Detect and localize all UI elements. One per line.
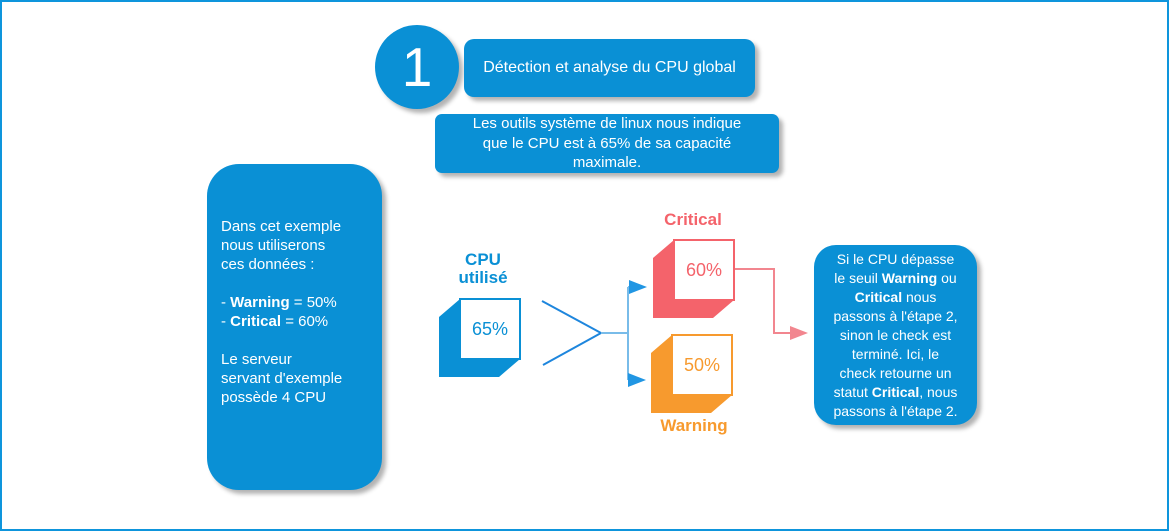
conclusion-line: sinon le check est — [839, 327, 952, 343]
warning-label: Warning — [660, 416, 728, 435]
arrow-critical-to-conclusion — [734, 268, 808, 340]
critical-threshold-shape: 60% — [653, 239, 735, 318]
critical-threshold-value: 60% — [686, 260, 722, 280]
example-intro: Dans cet exemple nous utiliserons ces do… — [221, 218, 342, 273]
cpu-usage-value: 65% — [472, 319, 508, 339]
cpu-usage-shape: 65% — [439, 298, 521, 377]
conclusion-line: check retourne un — [839, 365, 952, 381]
cpu-used-label: CPU utilisé — [458, 250, 508, 287]
cpu-shape-face — [459, 298, 521, 360]
conclusion-line: passons à l'étape 2. — [833, 403, 958, 419]
description-line: maximale. — [572, 154, 642, 172]
warning-threshold-item: - Warning = 50% — [221, 294, 337, 311]
description-line: que le CPU est à 65% de sa capacité — [482, 134, 732, 152]
warning-shape-face — [671, 334, 733, 396]
conclusion-line: statut Critical, nous — [833, 384, 958, 400]
step-number: 1 — [401, 36, 433, 98]
conclusion-box: Si le CPU dépasse le seuil Warning ou Cr… — [814, 245, 977, 425]
example-outro: Le serveur servant d'exemple possède 4 C… — [221, 351, 343, 406]
conclusion-line: le seuil Warning ou — [834, 270, 957, 286]
branch-bracket — [601, 287, 629, 380]
critical-shape-face — [673, 239, 735, 301]
example-data-box: Dans cet exemple nous utiliserons ces do… — [207, 164, 382, 490]
description-box: Les outils système de linux nous indique… — [435, 114, 779, 173]
conclusion-line: Critical nous — [854, 289, 937, 305]
conclusion-line: Si le CPU dépasse — [836, 251, 955, 267]
step-title-box: Détection et analyse du CPU global — [464, 39, 755, 97]
step-title: Détection et analyse du CPU global — [483, 59, 736, 76]
warning-threshold-shape: 50% — [651, 334, 733, 413]
converge-lines — [541, 300, 604, 366]
warning-threshold-value: 50% — [684, 355, 720, 375]
conclusion-line: terminé. Ici, le — [851, 346, 940, 362]
description-line: Les outils système de linux nous indique — [472, 115, 742, 133]
threshold-list: - Warning = 50% - Critical = 60% — [221, 293, 369, 331]
critical-threshold-item: - Critical = 60% — [221, 313, 329, 330]
critical-label: Critical — [664, 210, 722, 229]
conclusion-line: passons à l'étape 2, — [833, 308, 958, 324]
step-number-badge: 1 — [375, 25, 459, 109]
